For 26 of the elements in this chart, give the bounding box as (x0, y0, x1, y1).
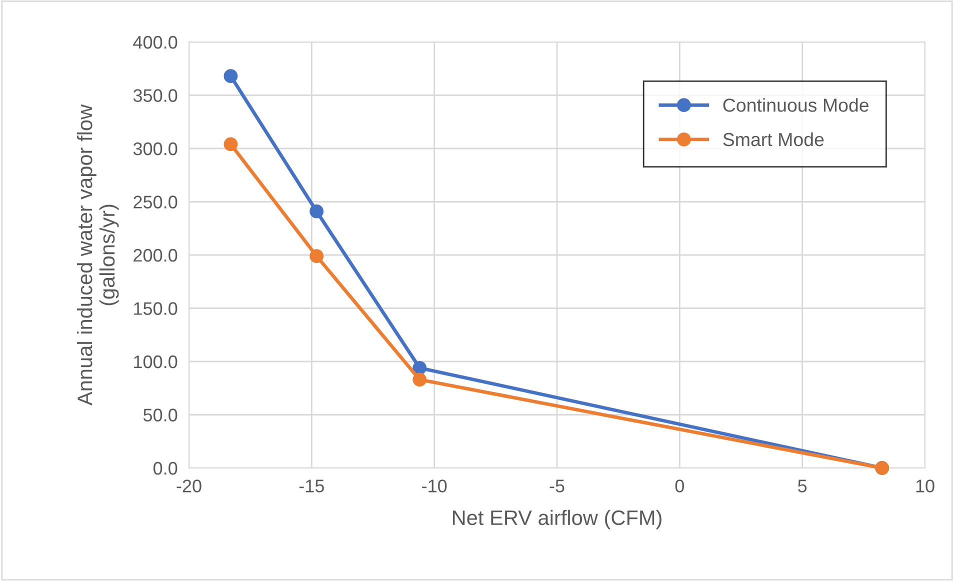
y-tick-label: 300.0 (133, 142, 178, 156)
y-tick-label: 100.0 (134, 355, 178, 368)
y-axis-title: Annual induced water vapor flow (gallons/yr) (76, 104, 119, 406)
x-axis-title: Net ERV airflow (CFM) (452, 510, 662, 530)
y-tick-label: 200.0 (134, 248, 178, 262)
point (310, 249, 324, 264)
x-tick-label: 0 (675, 480, 684, 492)
y-tick-label: 350.0 (133, 89, 178, 102)
y-tick-label: 250.0 (134, 196, 178, 208)
y-tick-label: 150.0 (134, 302, 178, 315)
y-tick-label: 400.0 (133, 36, 178, 49)
x-tick-label: 10 (916, 480, 934, 492)
x-tick-label: -10 (422, 480, 447, 492)
x-tick-label: -5 (550, 480, 564, 492)
x-tick-label: -20 (176, 480, 202, 492)
point (310, 204, 324, 218)
point (412, 372, 427, 387)
legend-label: Continuous Mode (723, 98, 868, 112)
x-tick-label: 5 (798, 480, 807, 492)
point (224, 69, 238, 84)
legend-label: Smart Mode (723, 132, 824, 146)
point (412, 360, 427, 375)
x-tick-label: -15 (299, 480, 324, 492)
y-tick-label: 0.0 (153, 462, 178, 475)
y-tick-label: 50.0 (143, 408, 178, 422)
point (224, 137, 238, 152)
